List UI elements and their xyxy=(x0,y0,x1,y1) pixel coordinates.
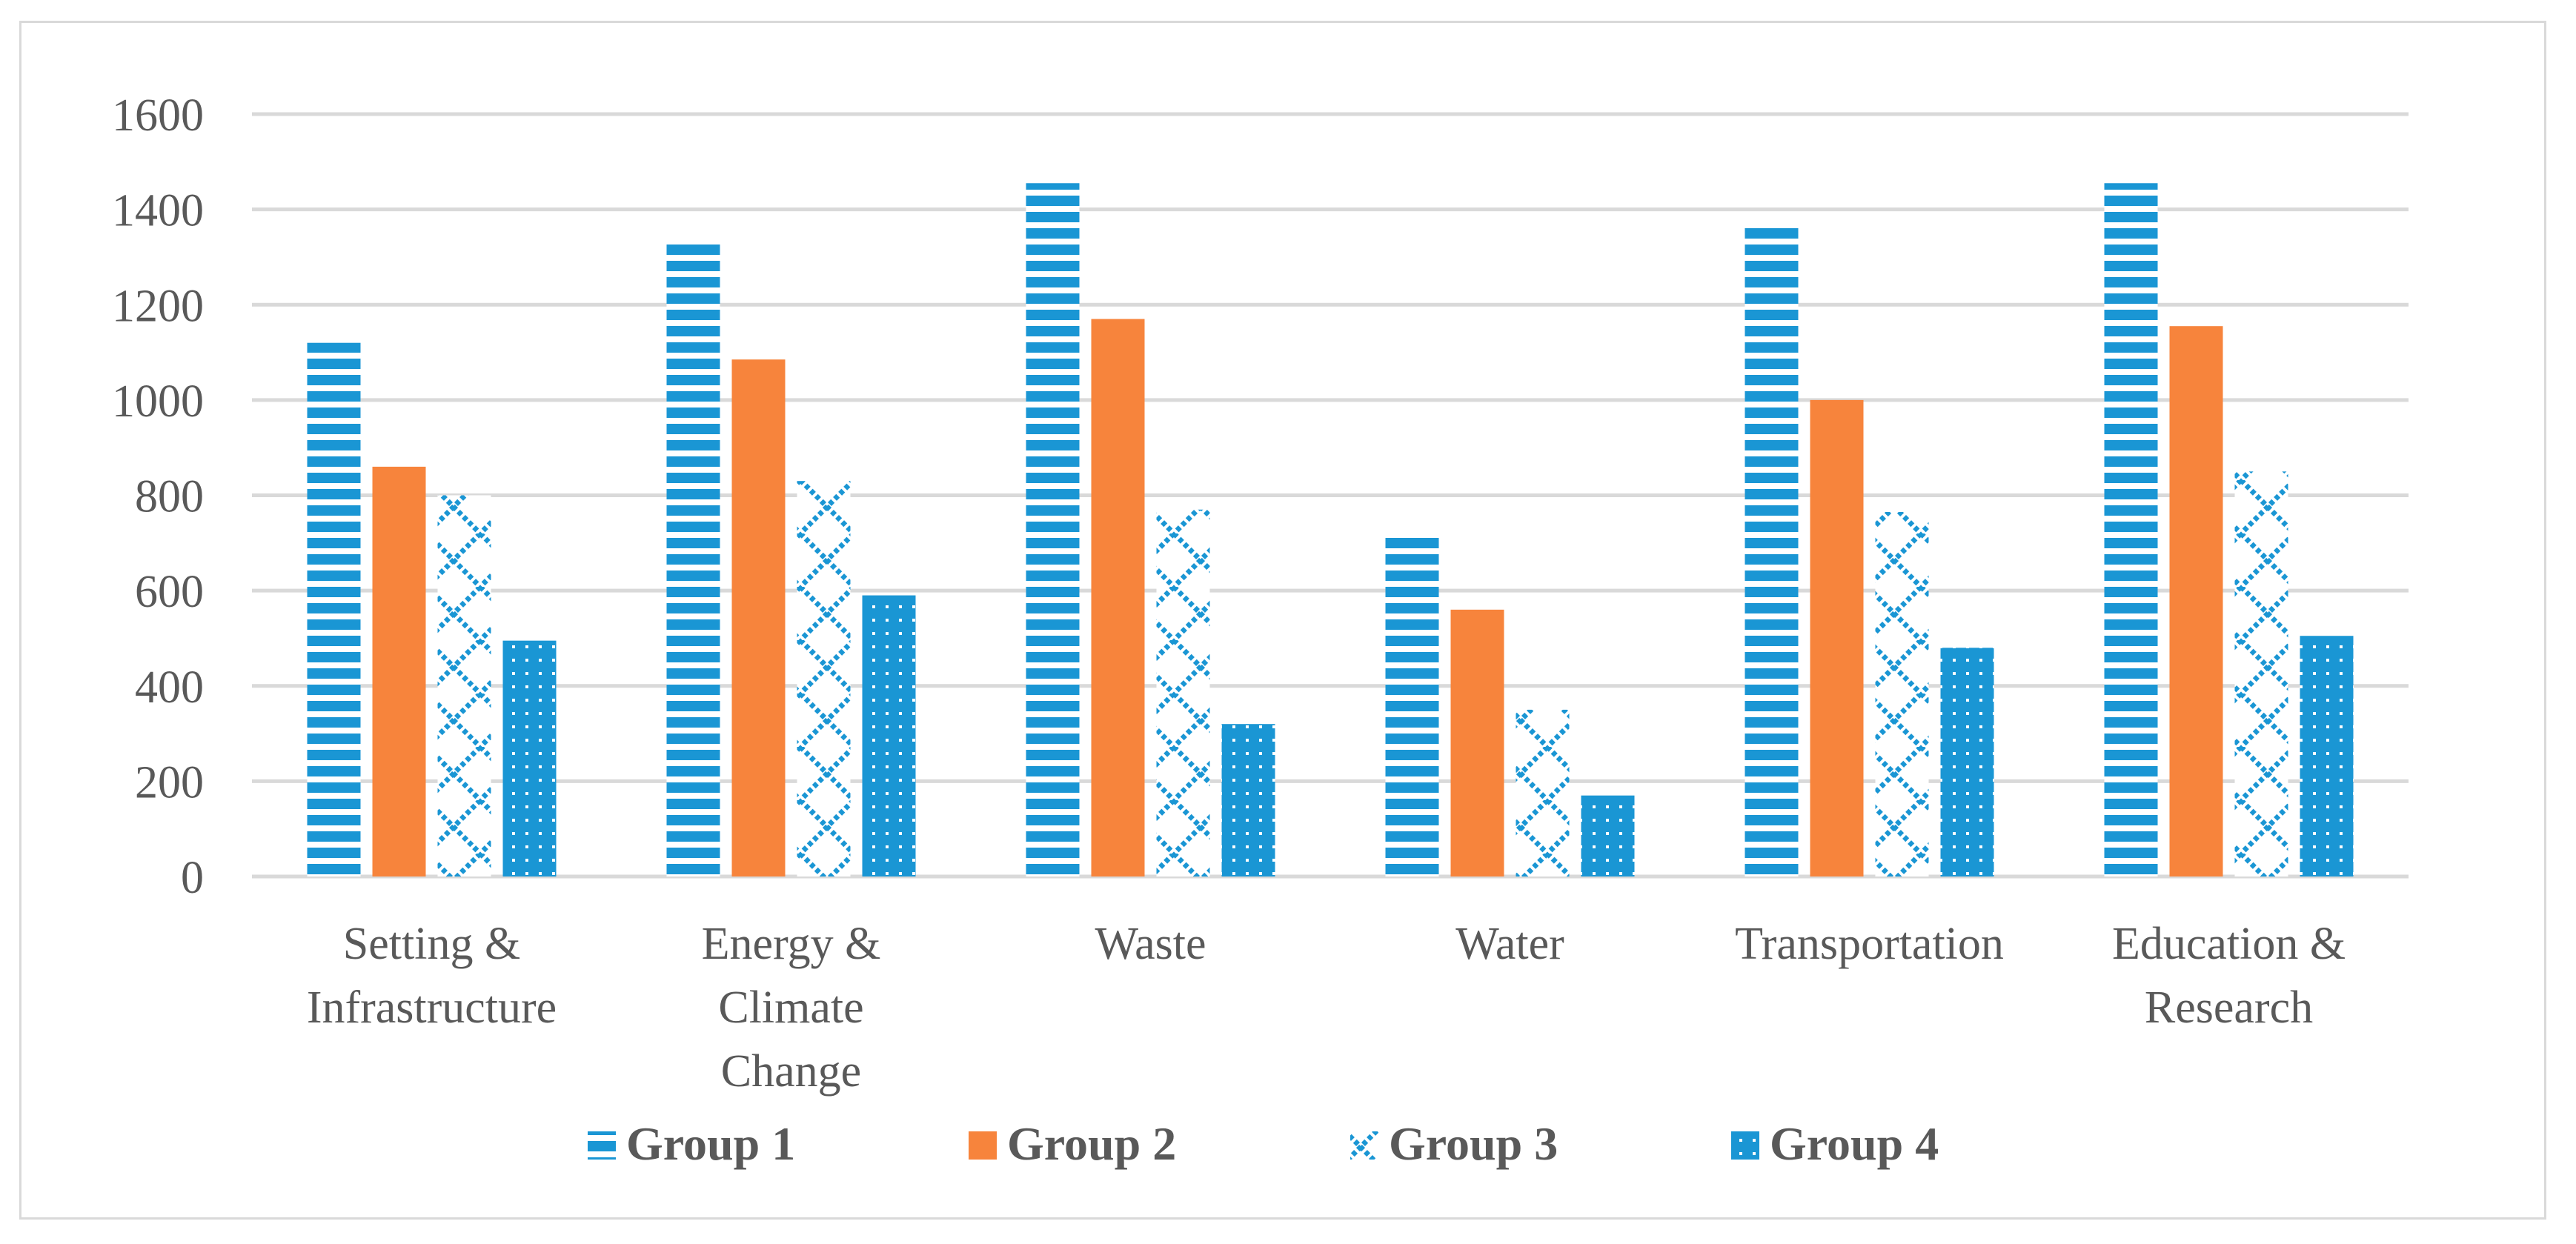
bar-group-1-5 xyxy=(2104,183,2158,877)
y-tick-label: 0 xyxy=(181,853,204,903)
x-tick-label: Energy & xyxy=(702,919,881,969)
bar-group-2-4 xyxy=(1810,399,1864,877)
legend-label: Group 3 xyxy=(1389,1117,1558,1170)
x-tick-label: Education & xyxy=(2112,919,2346,969)
bar-group-4-3 xyxy=(1581,795,1635,877)
y-tick-label: 200 xyxy=(135,757,204,808)
y-tick-label: 800 xyxy=(135,472,204,522)
bar-group-2-3 xyxy=(1450,609,1504,877)
bar-group-1-4 xyxy=(1745,226,1799,877)
bar-group-1-2 xyxy=(1026,183,1080,877)
x-tick-label: Change xyxy=(721,1046,861,1097)
bar-group-4-0 xyxy=(502,640,557,877)
legend-label: Group 4 xyxy=(1770,1117,1939,1170)
bar-group-2-5 xyxy=(2169,326,2223,877)
bars xyxy=(307,183,2354,877)
x-tick-label: Infrastructure xyxy=(307,982,557,1033)
bar-group-3-0 xyxy=(437,495,491,877)
x-tick-label: Waste xyxy=(1095,919,1206,969)
legend-label: Group 1 xyxy=(626,1117,795,1170)
y-tick-label: 400 xyxy=(135,662,204,713)
x-tick-label: Setting & xyxy=(343,919,520,969)
x-tick-label: Climate xyxy=(718,982,863,1033)
bar-group-2-1 xyxy=(731,359,786,877)
y-axis-ticks: 0 200 400 600 800 1000 1200 1400 1600 xyxy=(112,90,204,903)
y-tick-label: 1000 xyxy=(112,376,204,427)
bar-group-1-1 xyxy=(666,240,720,877)
bar-group-2-0 xyxy=(372,466,426,877)
bar-group-4-5 xyxy=(2300,636,2354,877)
gridlines xyxy=(252,112,2409,879)
bar-group-2-2 xyxy=(1091,319,1145,877)
y-tick-label: 1400 xyxy=(112,186,204,236)
x-tick-label: Research xyxy=(2145,982,2313,1033)
legend-swatch-group-2 xyxy=(969,1131,997,1160)
x-axis-labels: Setting & Infrastructure Energy & Climate Ch… xyxy=(307,919,2346,1097)
legend-swatch-group-3 xyxy=(1350,1131,1378,1160)
legend-swatch-group-1 xyxy=(588,1131,616,1160)
bar-group-3-5 xyxy=(2234,471,2288,877)
bar-group-3-1 xyxy=(797,481,851,877)
bar-group-4-1 xyxy=(862,595,916,877)
legend-label: Group 2 xyxy=(1007,1117,1176,1170)
y-tick-label: 1200 xyxy=(112,281,204,331)
x-tick-label: Transportation xyxy=(1735,919,2004,969)
bar-group-3-2 xyxy=(1156,509,1210,877)
bar-group-1-0 xyxy=(307,342,361,877)
bar-group-4-2 xyxy=(1221,724,1275,877)
y-tick-label: 600 xyxy=(135,567,204,617)
bar-group-1-3 xyxy=(1385,536,1439,877)
bar-group-4-4 xyxy=(1940,648,1994,877)
x-tick-label: Water xyxy=(1455,919,1564,969)
legend-swatch-group-4 xyxy=(1731,1131,1759,1160)
y-tick-label: 1600 xyxy=(112,90,204,141)
bar-group-3-4 xyxy=(1875,512,1929,877)
bar-group-3-3 xyxy=(1516,709,1570,877)
legend: Group 1 Group 2 Group 3 Group 4 xyxy=(588,1117,1939,1170)
